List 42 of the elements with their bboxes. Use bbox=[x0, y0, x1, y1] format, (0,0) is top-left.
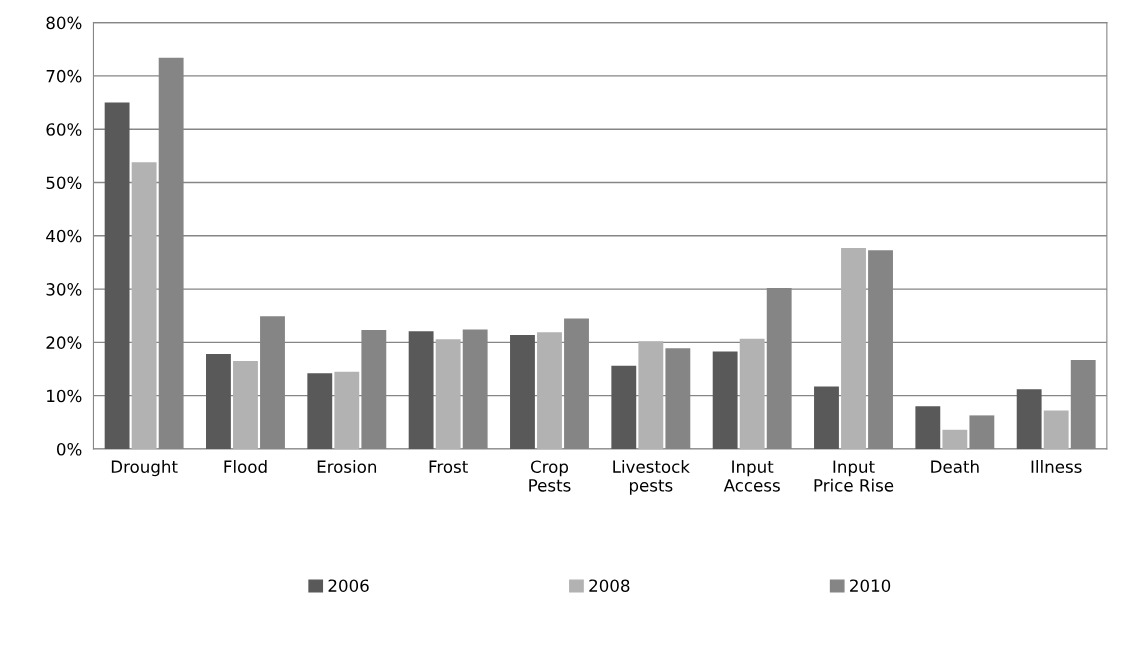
y-tick-label: 70% bbox=[46, 69, 82, 83]
bar bbox=[334, 371, 360, 449]
x-tick-label: Flood bbox=[224, 460, 267, 473]
bar bbox=[1043, 410, 1069, 449]
bar bbox=[814, 386, 839, 449]
bar bbox=[435, 339, 461, 449]
y-tick-label: 20% bbox=[46, 336, 82, 349]
bar bbox=[233, 361, 258, 449]
bar bbox=[841, 248, 866, 449]
y-tick-label: 40% bbox=[46, 229, 82, 243]
bar bbox=[307, 373, 333, 449]
legend-label: 2010 bbox=[850, 579, 891, 592]
bar bbox=[206, 354, 231, 449]
x-tick-label: Crop Pests bbox=[529, 460, 571, 492]
y-tick-label: 10% bbox=[47, 389, 82, 403]
x-tick-label: Input Price Rise bbox=[814, 460, 894, 492]
y-tick-label: 50% bbox=[46, 176, 82, 190]
x-tick-label: Death bbox=[931, 460, 979, 473]
y-tick-label: 60% bbox=[46, 123, 82, 136]
legend-label: 2008 bbox=[589, 579, 630, 592]
bar bbox=[537, 332, 562, 449]
bar bbox=[510, 334, 535, 449]
bar bbox=[942, 429, 968, 449]
x-tick-label: Erosion bbox=[317, 460, 377, 473]
x-tick-label: Drought bbox=[111, 460, 178, 477]
y-tick-label: 80% bbox=[46, 16, 82, 30]
y-tick-label: 30% bbox=[46, 283, 82, 296]
x-tick-label: Illness bbox=[1031, 460, 1082, 473]
bar bbox=[712, 351, 738, 449]
x-tick-label: Frost bbox=[429, 460, 468, 473]
x-tick-label: Input Access bbox=[723, 460, 780, 492]
x-tick-label: Livestock pests bbox=[613, 460, 690, 495]
bar bbox=[1016, 389, 1042, 449]
bar bbox=[408, 331, 434, 449]
bar bbox=[638, 341, 664, 449]
bar bbox=[131, 162, 157, 449]
bar bbox=[739, 338, 765, 449]
bar bbox=[915, 406, 941, 449]
y-tick-label: 0% bbox=[57, 442, 82, 456]
bar bbox=[611, 365, 637, 449]
legend-label: 2006 bbox=[328, 579, 369, 592]
bar bbox=[104, 102, 130, 449]
